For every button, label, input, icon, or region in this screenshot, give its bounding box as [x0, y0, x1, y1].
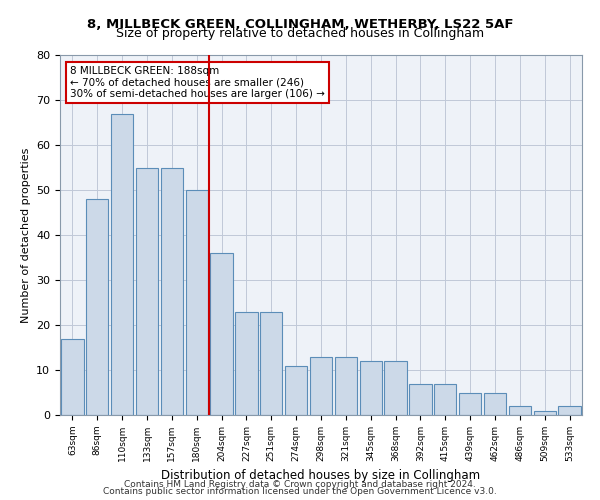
Bar	[310, 356, 332, 415]
Text: 8, MILLBECK GREEN, COLLINGHAM, WETHERBY, LS22 5AF: 8, MILLBECK GREEN, COLLINGHAM, WETHERBY,…	[87, 18, 513, 30]
Bar	[285, 366, 307, 415]
Bar	[409, 384, 431, 415]
X-axis label: Distribution of detached houses by size in Collingham: Distribution of detached houses by size …	[161, 470, 481, 482]
Bar	[260, 312, 283, 415]
Bar	[136, 168, 158, 415]
Bar	[484, 392, 506, 415]
Bar	[533, 410, 556, 415]
Bar	[509, 406, 531, 415]
Bar	[434, 384, 457, 415]
Y-axis label: Number of detached properties: Number of detached properties	[20, 148, 31, 322]
Text: 8 MILLBECK GREEN: 188sqm
← 70% of detached houses are smaller (246)
30% of semi-: 8 MILLBECK GREEN: 188sqm ← 70% of detach…	[70, 66, 325, 99]
Bar	[459, 392, 481, 415]
Text: Contains public sector information licensed under the Open Government Licence v3: Contains public sector information licen…	[103, 488, 497, 496]
Bar	[385, 361, 407, 415]
Bar	[335, 356, 357, 415]
Bar	[86, 199, 109, 415]
Text: Size of property relative to detached houses in Collingham: Size of property relative to detached ho…	[116, 28, 484, 40]
Bar	[185, 190, 208, 415]
Bar	[359, 361, 382, 415]
Bar	[559, 406, 581, 415]
Bar	[111, 114, 133, 415]
Bar	[61, 338, 83, 415]
Bar	[235, 312, 257, 415]
Bar	[161, 168, 183, 415]
Bar	[211, 253, 233, 415]
Text: Contains HM Land Registry data © Crown copyright and database right 2024.: Contains HM Land Registry data © Crown c…	[124, 480, 476, 489]
